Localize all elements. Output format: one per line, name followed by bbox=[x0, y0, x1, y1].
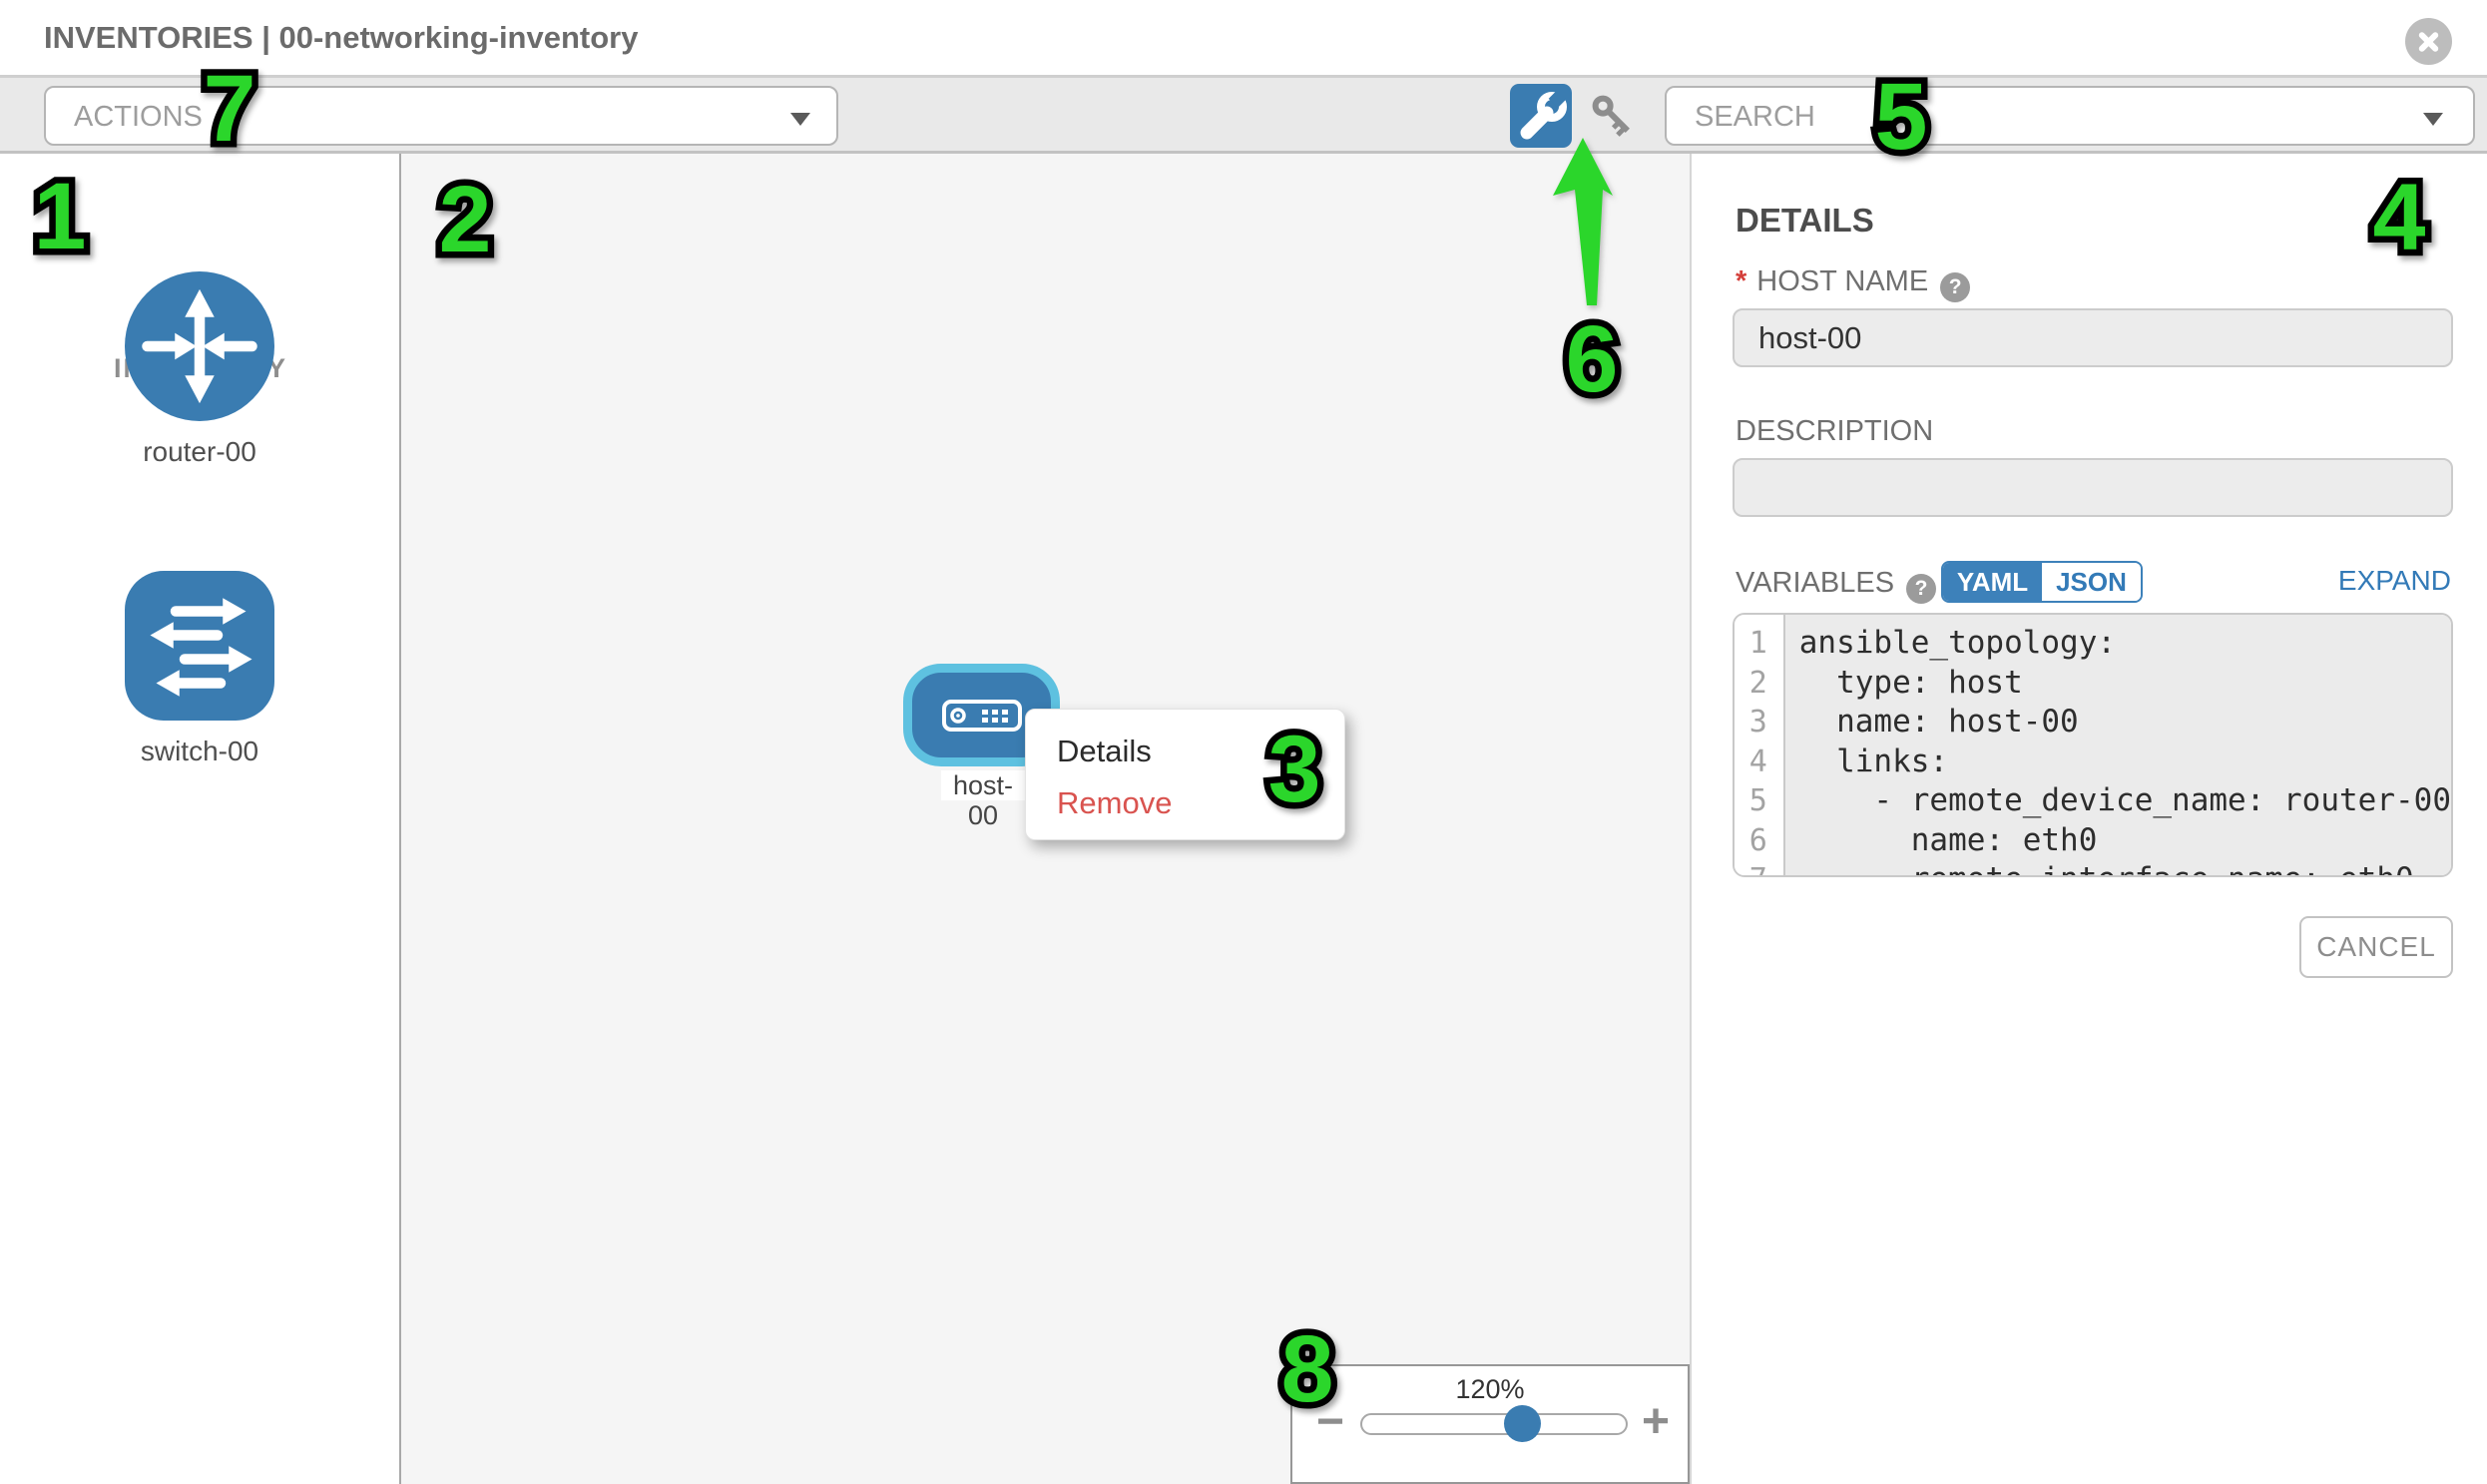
tools-button[interactable] bbox=[1510, 84, 1573, 148]
code-line: name: eth0 bbox=[1798, 821, 2098, 858]
line-number: 3 bbox=[1748, 705, 1767, 740]
code-line: - remote_device_name: router-00 bbox=[1798, 782, 2451, 818]
toggle-json[interactable]: JSON bbox=[2042, 563, 2141, 601]
zoom-level-value: 120% bbox=[1455, 1374, 1525, 1404]
router-icon bbox=[125, 271, 274, 421]
line-number: 6 bbox=[1748, 822, 1767, 858]
description-input[interactable] bbox=[1733, 458, 2453, 517]
help-icon[interactable]: ? bbox=[1940, 272, 1971, 302]
page-title: INVENTORIES | 00-networking-inventory bbox=[44, 20, 639, 55]
sidebar-item-label: router-00 bbox=[143, 436, 256, 467]
code-line: remote_interface_name: eth0 bbox=[1799, 860, 2451, 875]
variables-label-row: VARIABLES? bbox=[1736, 567, 1937, 604]
toolbar: ACTIONS SEARCH bbox=[0, 78, 2487, 154]
context-menu-item-details[interactable]: Details bbox=[1057, 734, 1152, 768]
chevron-down-icon bbox=[2423, 113, 2443, 126]
line-number: 1 bbox=[1748, 626, 1767, 661]
toggle-yaml[interactable]: YAML bbox=[1943, 563, 2042, 601]
line-number: 2 bbox=[1748, 665, 1767, 701]
required-mark: * bbox=[1736, 265, 1747, 297]
key-button[interactable] bbox=[1589, 92, 1637, 140]
help-icon[interactable]: ? bbox=[1906, 574, 1937, 604]
code-line: links: bbox=[1798, 742, 1949, 779]
code-line: ansible_topology: bbox=[1798, 625, 2117, 661]
host-name-label-row: * HOST NAME? bbox=[1736, 265, 1971, 302]
chevron-down-icon bbox=[790, 113, 810, 126]
server-icon bbox=[941, 699, 1022, 732]
details-panel: DETAILS * HOST NAME? host-00 DESCRIPTION … bbox=[1690, 154, 2487, 1484]
code-line: type: host bbox=[1798, 664, 2023, 701]
switch-icon bbox=[125, 571, 274, 721]
search-dropdown-label: SEARCH bbox=[1695, 101, 1815, 133]
topology-canvas[interactable]: host-00 Details Remove 120% − + bbox=[401, 154, 1690, 1484]
zoom-in-button[interactable]: + bbox=[1641, 1395, 1670, 1448]
close-icon[interactable] bbox=[2405, 18, 2452, 65]
node-context-menu: Details Remove bbox=[1025, 709, 1345, 840]
actions-dropdown[interactable]: ACTIONS bbox=[44, 86, 838, 146]
variables-label: VARIABLES bbox=[1736, 567, 1895, 599]
zoom-out-button[interactable]: − bbox=[1316, 1395, 1345, 1448]
sidebar-item-router[interactable]: router-00 bbox=[125, 271, 274, 468]
zoom-slider-track[interactable] bbox=[1360, 1405, 1628, 1442]
host-node-label: host-00 bbox=[941, 770, 1025, 830]
page-header: INVENTORIES | 00-networking-inventory bbox=[0, 0, 2487, 78]
host-name-input[interactable]: host-00 bbox=[1733, 308, 2453, 367]
variables-format-toggle: YAML JSON bbox=[1941, 561, 2143, 603]
green-arrow-annotation bbox=[1553, 138, 1613, 305]
search-dropdown[interactable]: SEARCH bbox=[1665, 86, 2475, 146]
sidebar-item-label: switch-00 bbox=[140, 736, 259, 766]
context-menu-item-remove[interactable]: Remove bbox=[1057, 785, 1173, 820]
code-line: name: host-00 bbox=[1798, 704, 2079, 740]
details-panel-title: DETAILS bbox=[1736, 202, 1874, 239]
expand-link[interactable]: EXPAND bbox=[2337, 565, 2451, 596]
description-label: DESCRIPTION bbox=[1736, 415, 1934, 447]
actions-dropdown-label: ACTIONS bbox=[74, 101, 203, 133]
line-number: 7 bbox=[1735, 860, 1767, 875]
editor-line-numbers: 1 2 3 4 5 6 7 bbox=[1735, 615, 1785, 875]
inventory-sidebar: INVENTORY router-00 bbox=[0, 154, 401, 1484]
zoom-slider-thumb[interactable] bbox=[1504, 1405, 1541, 1442]
variables-code-editor[interactable]: 1 2 3 4 5 6 7 ansible_topology: type: ho… bbox=[1733, 613, 2453, 877]
editor-code[interactable]: ansible_topology: type: host name: host-… bbox=[1784, 615, 2451, 875]
wrench-icon bbox=[1520, 84, 1573, 140]
zoom-control-panel: 120% − + bbox=[1290, 1364, 1690, 1484]
host-name-label: HOST NAME bbox=[1756, 265, 1929, 297]
cancel-button[interactable]: CANCEL bbox=[2299, 916, 2453, 978]
line-number: 4 bbox=[1748, 743, 1767, 779]
line-number: 5 bbox=[1748, 783, 1767, 818]
sidebar-item-switch[interactable]: switch-00 bbox=[125, 571, 274, 767]
key-icon bbox=[1592, 95, 1630, 137]
